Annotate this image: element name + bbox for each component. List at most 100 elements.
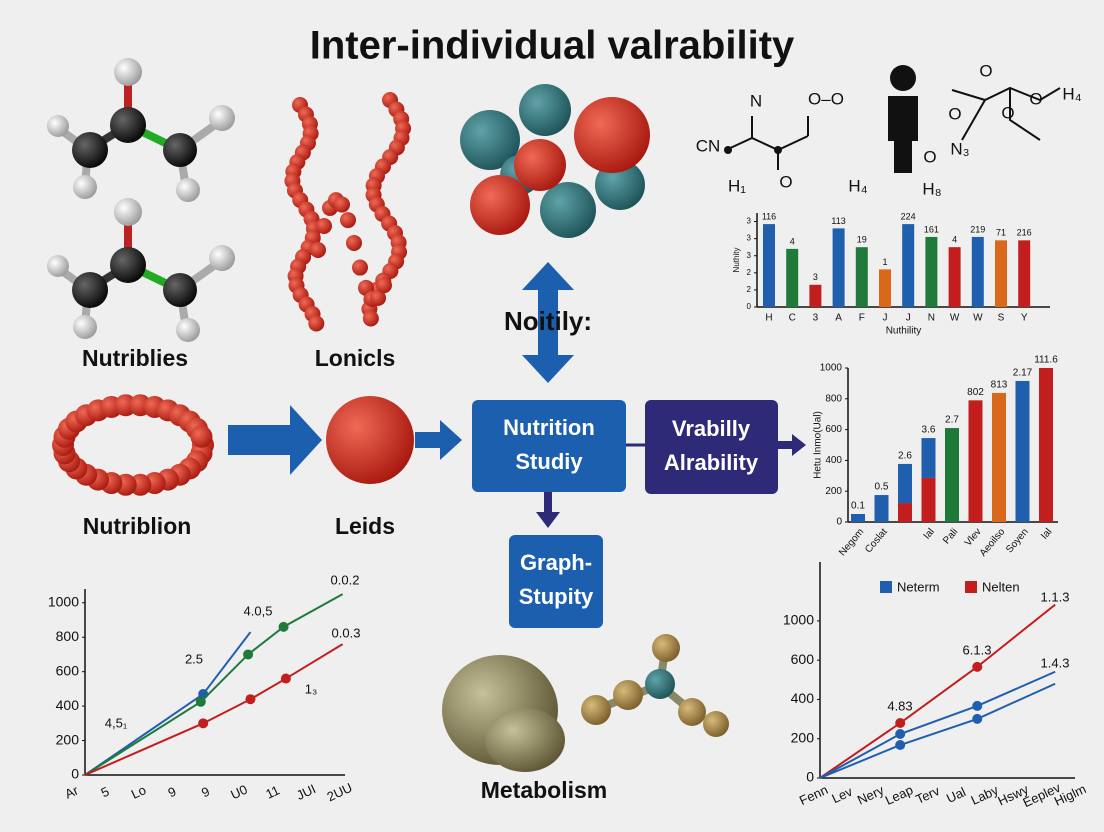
x-tick-label: U0: [228, 782, 249, 803]
x-tick-label: Y: [1021, 313, 1028, 324]
formula-text: O: [779, 172, 792, 191]
bar-tag: 19: [857, 235, 867, 245]
y-axis-label: Hetu Inmo(Ual): [813, 411, 824, 479]
y-tick-label: 600: [56, 662, 80, 678]
double-arrow: [522, 262, 574, 383]
atom: [370, 289, 386, 306]
bar-segment: [874, 495, 889, 522]
y-tick-label: 0: [836, 517, 842, 528]
box-label: Graph-: [520, 550, 592, 575]
bar-tag: 111.6: [1034, 355, 1058, 366]
y-tick-label: 800: [56, 628, 80, 644]
atom: [176, 318, 200, 342]
x-tick-label: S: [998, 313, 1005, 324]
bar-tag: 216: [1017, 228, 1032, 238]
point: [895, 740, 906, 751]
box: [472, 400, 626, 492]
y-tick-label: 3: [747, 217, 752, 226]
point: [972, 700, 983, 711]
atom: [703, 711, 729, 737]
bar-tag: 219: [970, 224, 985, 234]
bar-tag: 0.5: [875, 482, 889, 493]
y-tick-label: 2: [747, 268, 752, 277]
point: [198, 718, 209, 729]
point: [243, 649, 254, 660]
atom: [362, 310, 379, 327]
bar-segment: [921, 477, 936, 522]
x-tick-label: W: [950, 313, 960, 324]
formula-text: H₁: [728, 176, 746, 195]
y-tick-label: 600: [825, 424, 842, 435]
formula-text: O: [1001, 103, 1014, 122]
bar-tag: 161: [924, 224, 939, 234]
formula-text: N: [750, 91, 762, 110]
bar-segment: [968, 400, 983, 522]
atom: [574, 97, 650, 173]
point: [280, 673, 291, 684]
line: [819, 682, 1056, 779]
bar-tag: 71: [996, 228, 1006, 238]
point: [245, 694, 256, 705]
y-tick-label: 1000: [783, 612, 814, 628]
atom: [114, 198, 142, 226]
formula-text: O–O: [808, 89, 844, 108]
bar: [948, 247, 961, 307]
skeletal-formula: [725, 86, 1061, 170]
box-label: Nutrition: [503, 415, 595, 440]
atom: [352, 259, 368, 276]
y-tick-label: 3: [747, 251, 752, 260]
atom-dot: [724, 146, 732, 154]
bar-segment: [921, 438, 936, 478]
bar: [832, 228, 845, 307]
atom: [72, 132, 108, 168]
atom: [613, 680, 643, 710]
legend-label: Neterm: [897, 579, 940, 594]
nutrient-blob: [485, 708, 565, 772]
point: [972, 661, 983, 672]
y-tick-label: 1000: [48, 593, 79, 609]
point: [972, 713, 983, 724]
atom: [190, 425, 213, 448]
point: [895, 729, 906, 740]
atom: [73, 175, 97, 199]
formula-text: H₄: [1062, 84, 1081, 103]
atom: [209, 105, 235, 131]
bar: [995, 240, 1007, 307]
x-tick-label: W: [973, 313, 983, 324]
bar-segment: [851, 513, 865, 522]
atom: [678, 698, 706, 726]
atom: [308, 315, 325, 332]
box-label: Studiy: [515, 449, 583, 474]
x-tick-label: 11: [263, 782, 282, 801]
point-tag: 0.0.3: [332, 625, 361, 640]
x-tick-label: Lo: [129, 782, 148, 802]
arrow: [778, 434, 806, 456]
bar-tag: 3.6: [922, 425, 936, 436]
point-tag: 4.0,5: [244, 603, 273, 618]
atom: [114, 58, 142, 86]
bar-segment: [1039, 368, 1053, 522]
formula-text: O: [923, 147, 936, 166]
y-tick-label: 0: [747, 302, 752, 311]
x-tick-label: C: [789, 313, 796, 324]
atom: [514, 139, 566, 191]
atom: [460, 110, 520, 170]
arrow: [415, 420, 462, 460]
point: [278, 621, 289, 632]
caption: Lonicls: [315, 345, 396, 371]
x-tick-label: J: [906, 313, 911, 324]
bar-segment: [992, 392, 1006, 522]
x-tick-label: J: [883, 313, 888, 324]
atom: [310, 242, 326, 258]
point-tag: 1.1.3: [1041, 589, 1070, 604]
box: [645, 400, 778, 494]
point: [195, 696, 206, 707]
person-head: [890, 65, 916, 91]
formula-text: H₈: [922, 179, 941, 198]
molecules: [47, 58, 1061, 772]
y-tick-label: 400: [56, 697, 80, 713]
atom: [176, 178, 200, 202]
y-tick-label: 800: [825, 393, 842, 404]
line: [819, 670, 1056, 779]
arrow: [536, 492, 560, 528]
